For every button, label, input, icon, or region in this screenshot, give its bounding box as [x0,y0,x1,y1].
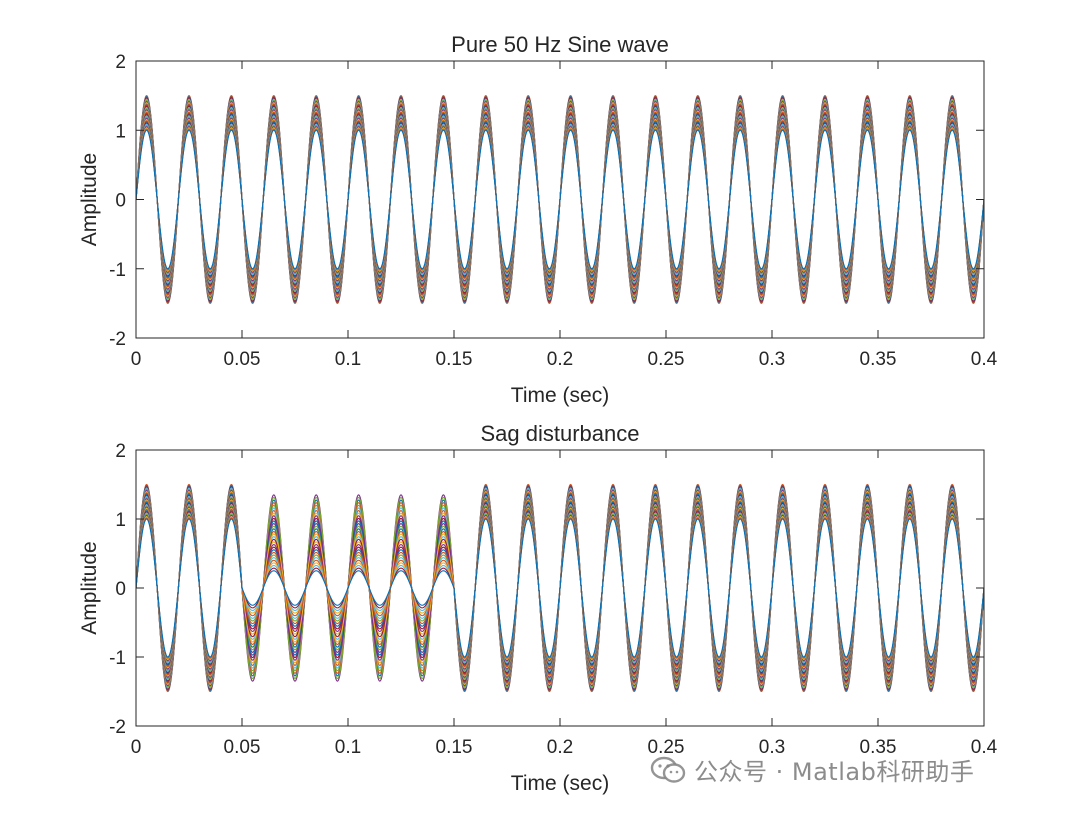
x-tick-label: 0.4 [971,349,998,370]
y-tick-label: 0 [115,579,126,600]
plot-bottom: 0 0.05 0.1 0.15 0.2 0.25 0.3 0.35 0.4 2 1 0 -1 -2 Sag … [78,421,998,795]
y-tick-label: -1 [109,260,126,281]
y-axis-label: Amplitude [78,153,101,246]
x-tick-label: 0.25 [648,737,685,758]
series-group [136,483,984,693]
y-tick-label: 2 [115,441,126,462]
x-tick-label: 0.35 [860,349,897,370]
x-tick-label: 0.15 [436,349,473,370]
series-line-1 [136,518,984,658]
y-tick-label: -1 [109,648,126,669]
x-tick-label: 0.1 [335,737,361,758]
watermark: 公众号 · Matlab科研助手 [650,752,974,787]
x-tick-label: 0.3 [759,349,785,370]
x-tick-label: 0.1 [335,349,361,370]
y-tick-label: 1 [115,121,126,142]
x-tick-label: 0.25 [648,349,685,370]
watermark-text: 公众号 · Matlab科研助手 [694,758,975,786]
x-axis-label: Time (sec) [511,772,609,795]
y-axis-label: Amplitude [78,541,101,634]
x-tick-label: 0.35 [860,737,897,758]
x-tick-label: 0.3 [759,737,785,758]
wechat-icon [650,756,686,783]
x-tick-label: 0.4 [971,737,998,758]
x-tick-label: 0 [131,349,142,370]
x-tick-label: 0 [131,737,142,758]
x-tick-label: 0.05 [224,349,261,370]
plot-top: 0 0.05 0.1 0.15 0.2 0.25 0.3 0.35 0.4 2 1 0 -1 -2 Pure… [78,32,998,407]
x-tick-label: 0.2 [547,349,573,370]
chart-title: Sag disturbance [481,421,640,446]
x-axis-label: Time (sec) [511,384,609,407]
chart-title: Pure 50 Hz Sine wave [451,32,669,57]
x-tick-label: 0.2 [547,737,573,758]
x-tick-label: 0.05 [224,737,261,758]
y-tick-label: 2 [115,52,126,73]
y-tick-label: -2 [109,717,126,738]
y-tick-label: 0 [115,191,126,212]
x-tick-label: 0.15 [436,737,473,758]
y-tick-label: 1 [115,510,126,531]
series-line-1 [136,129,984,270]
y-tick-label: -2 [109,329,126,350]
series-group [136,94,984,305]
